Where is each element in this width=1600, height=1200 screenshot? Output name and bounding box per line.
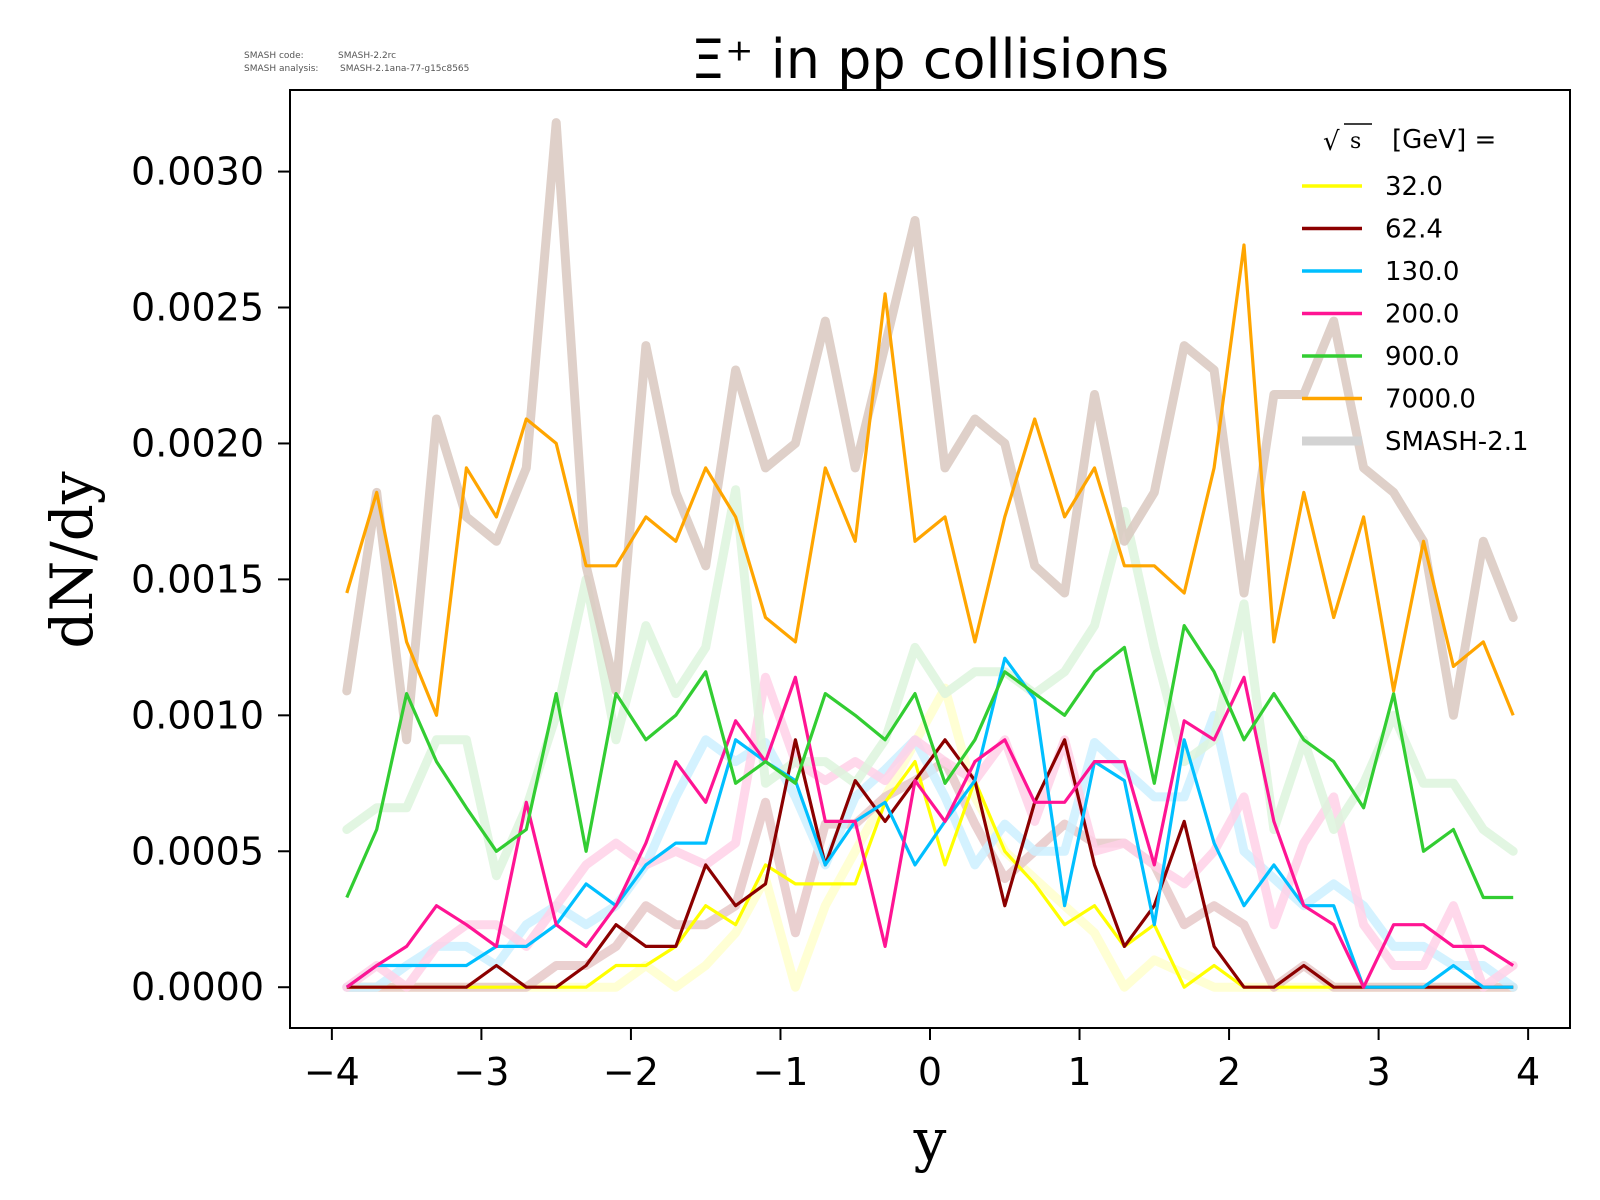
- legend-label-32-0: 32.0: [1385, 172, 1443, 202]
- series-line-900-0: [345, 623, 1514, 900]
- chart-title: Ξ⁺ in pp collisions: [691, 28, 1169, 91]
- series-group: [345, 243, 1515, 989]
- legend-label-62-4: 62.4: [1385, 215, 1443, 245]
- y-tick-label: 0.0000: [131, 965, 264, 1009]
- smash-analysis-label: SMASH analysis:: [244, 64, 318, 74]
- x-tick-label: 3: [1367, 1050, 1391, 1094]
- series-line-62-4: [346, 738, 1514, 989]
- series-line-130-0: [345, 656, 1514, 989]
- legend-title-radical: √: [1323, 127, 1340, 157]
- legend-label-130-0: 130.0: [1385, 257, 1459, 287]
- x-axis-title: y: [913, 1106, 947, 1174]
- series-line-7000-0: [345, 243, 1515, 717]
- x-tick-label: −1: [752, 1050, 808, 1094]
- y-tick-label: 0.0020: [131, 421, 264, 465]
- y-tick-label: 0.0010: [131, 693, 264, 737]
- y-tick-label: 0.0005: [131, 829, 264, 873]
- reference-line-7000-0: [342, 118, 1518, 745]
- x-tick-label: −4: [304, 1050, 360, 1094]
- smash-code-label: SMASH code:: [244, 51, 304, 61]
- x-tick-label: 1: [1067, 1050, 1091, 1094]
- reference-series-group: [342, 118, 1518, 992]
- legend-title-text: [GeV] =: [1392, 125, 1496, 155]
- y-tick-label: 0.0025: [131, 286, 264, 330]
- y-tick-label: 0.0030: [131, 150, 264, 194]
- series-line-200-0: [345, 675, 1515, 989]
- legend-label-200-0: 200.0: [1385, 300, 1459, 330]
- reference-line-200-0: [342, 672, 1518, 992]
- legend-label-7000-0: 7000.0: [1385, 385, 1476, 415]
- x-tick-label: 4: [1516, 1050, 1540, 1094]
- legend-label-900-0: 900.0: [1385, 342, 1459, 372]
- x-tick-label: −2: [603, 1050, 659, 1094]
- y-tick-label: 0.0015: [131, 557, 264, 601]
- reference-line-130-0: [342, 710, 1518, 992]
- legend: √ s [GeV] = 32.0 62.4 130.0 200.0 900.0 7000.…: [1302, 123, 1529, 457]
- smash-analysis-value: SMASH-2.1ana-77-g15c8565: [340, 64, 469, 74]
- plot-frame: [289, 89, 1571, 1029]
- smash-code-value: SMASH-2.2rc: [338, 51, 396, 61]
- legend-label-reference: SMASH-2.1: [1385, 427, 1529, 457]
- x-tick-label: −3: [453, 1050, 509, 1094]
- x-tick-label: 0: [918, 1050, 942, 1094]
- x-tick-label: 2: [1217, 1050, 1241, 1094]
- x-axis: −4 −3 −2 −1 0 1 2 3 4: [304, 1028, 1540, 1094]
- legend-title-symbol: s: [1350, 129, 1361, 154]
- y-axis-title: dN/dy: [38, 471, 106, 649]
- reference-line-62-4: [342, 757, 1518, 992]
- series-line-32-0: [346, 759, 1514, 989]
- legend-entries: 32.0 62.4 130.0 200.0 900.0 7000.0 SMASH-2.1: [1302, 172, 1529, 457]
- y-axis: 0.0000 0.0005 0.0010 0.0015 0.0020 0.0025 0.00…: [131, 150, 290, 1009]
